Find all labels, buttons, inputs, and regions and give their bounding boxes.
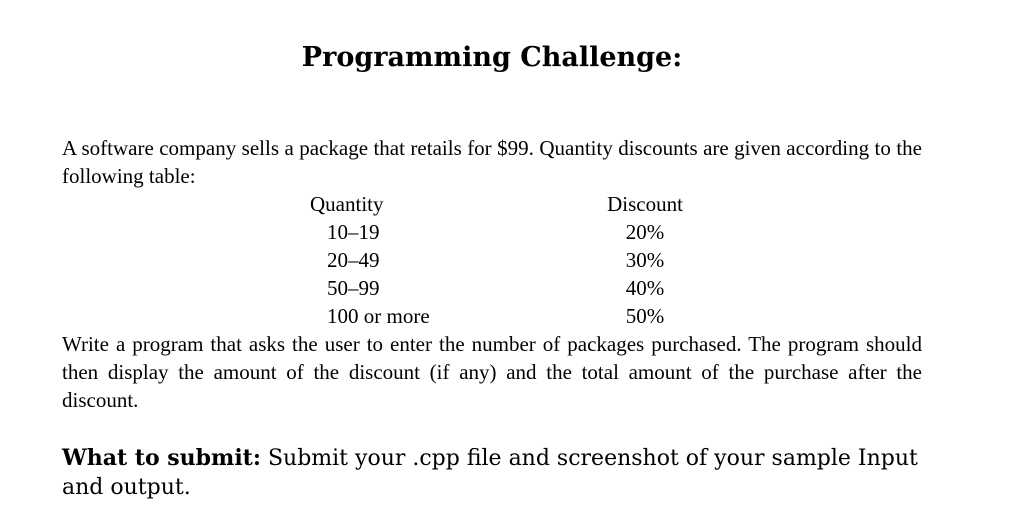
discount-table: Quantity Discount 10–19 20% 20–49 30% 50… xyxy=(310,190,922,330)
intro-paragraph: A software company sells a package that … xyxy=(62,136,922,188)
discount-column-header: Discount xyxy=(607,192,683,216)
discount-value: 40% xyxy=(625,276,665,300)
quantity-range: 50–99 xyxy=(327,276,380,300)
page-title: Programming Challenge: xyxy=(301,42,683,73)
document-content: Programming Challenge: A software compan… xyxy=(62,0,922,502)
table-row: 10–19 20% xyxy=(310,218,922,246)
quantity-range: 20–49 xyxy=(327,248,380,272)
quantity-range: 10–19 xyxy=(327,220,380,244)
discount-value: 50% xyxy=(625,304,665,328)
discount-value: 20% xyxy=(625,220,665,244)
quantity-column-header: Quantity xyxy=(310,192,384,216)
discount-value: 30% xyxy=(625,248,665,272)
table-row: 50–99 40% xyxy=(310,274,922,302)
table-row: 100 or more 50% xyxy=(310,302,922,330)
quantity-range: 100 or more xyxy=(327,304,430,328)
table-row: 20–49 30% xyxy=(310,246,922,274)
submission-paragraph: What to submit: Submit your .cpp file an… xyxy=(62,444,922,502)
submission-text: Submit your .cpp file and screenshot of … xyxy=(62,446,918,500)
submission-label: What to submit: xyxy=(62,445,261,471)
task-paragraph: Write a program that asks the user to en… xyxy=(62,332,922,412)
table-header-row: Quantity Discount xyxy=(310,190,922,218)
